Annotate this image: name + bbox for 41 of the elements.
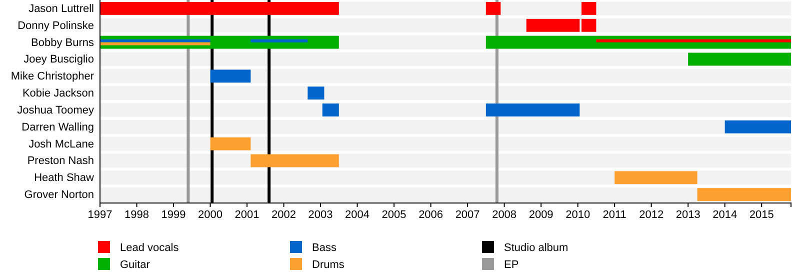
x-tick-label: 2003 xyxy=(308,208,333,221)
x-tick-label: 2002 xyxy=(272,208,296,221)
y-tick-label: Joey Busciglio xyxy=(24,54,94,66)
y-tick-label: Josh McLane xyxy=(28,138,94,150)
y-tick-label: Grover Norton xyxy=(24,189,94,202)
x-tick-label: 2001 xyxy=(234,208,260,221)
x-tick-label: 1999 xyxy=(161,208,186,221)
x-tick-label: 2006 xyxy=(418,208,444,221)
bar xyxy=(100,42,210,46)
legend-label: EP xyxy=(504,259,519,271)
legend-label: Lead vocals xyxy=(120,242,180,254)
x-tick-label: 1997 xyxy=(88,208,112,221)
y-tick-label: Bobby Burns xyxy=(31,36,94,49)
x-tick-label: 2005 xyxy=(382,208,406,221)
bar xyxy=(100,39,210,42)
y-tick-label: Jason Luttrell xyxy=(28,2,94,15)
x-tick-label: 1998 xyxy=(124,208,149,221)
legend-label: Bass xyxy=(312,242,337,254)
y-tick-label: Preston Nash xyxy=(27,155,94,168)
x-tick-label: 2013 xyxy=(676,208,700,221)
bar xyxy=(250,39,308,42)
x-tick-label: 2014 xyxy=(712,208,738,221)
y-tick-label: Heath Shaw xyxy=(34,172,94,184)
x-tick-label: 2000 xyxy=(198,208,223,221)
bar xyxy=(596,39,791,42)
y-tick-label: Joshua Toomey xyxy=(17,104,94,116)
legend-label: Drums xyxy=(312,259,345,271)
x-tick-label: 2009 xyxy=(528,208,554,221)
legend-label: Studio album xyxy=(504,242,568,254)
x-tick-label: 2008 xyxy=(492,208,517,221)
x-tick-label: 2010 xyxy=(566,208,590,221)
x-tick-label: 2004 xyxy=(345,208,370,221)
legend-label: Guitar xyxy=(120,259,150,271)
y-tick-label: Mike Christopher xyxy=(10,70,94,83)
x-tick-label: 2015 xyxy=(749,208,774,221)
y-tick-label: Darren Walling xyxy=(22,121,94,134)
y-tick-label: Kobie Jackson xyxy=(22,88,94,100)
x-tick-label: 2011 xyxy=(602,208,626,221)
x-tick-label: 2007 xyxy=(455,208,480,221)
x-tick-label: 2012 xyxy=(639,208,664,221)
y-tick-label: Donny Polinske xyxy=(18,20,94,32)
